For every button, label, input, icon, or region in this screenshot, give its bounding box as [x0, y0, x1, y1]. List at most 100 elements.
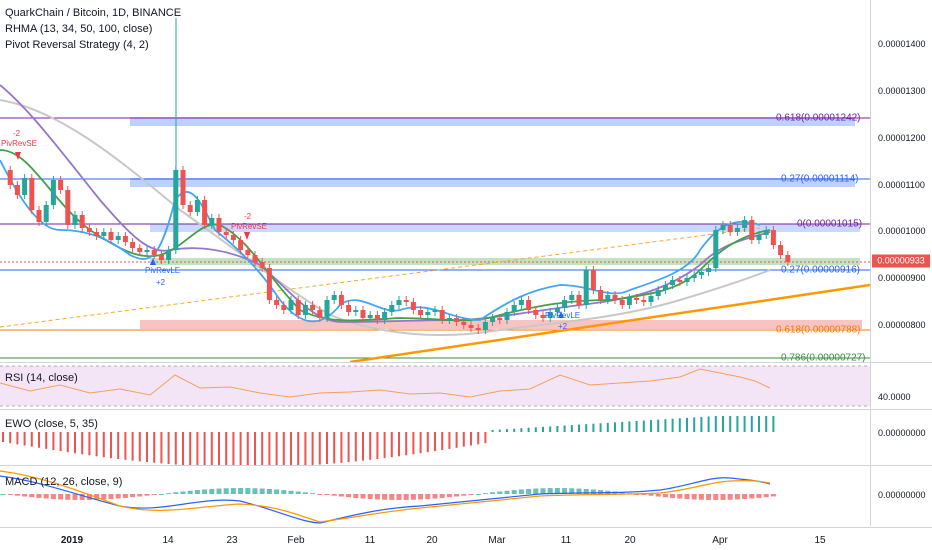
candle-body [511, 305, 517, 312]
candle-body [317, 310, 323, 318]
candle-body [655, 290, 661, 296]
candle-body [382, 312, 388, 320]
price-axis[interactable] [870, 0, 932, 362]
ewo-bar [261, 432, 264, 465]
candle-body [173, 170, 179, 250]
macd-hist-bar [43, 494, 49, 499]
candle-body [43, 205, 49, 222]
ewo-bar [333, 432, 336, 464]
candle-body [180, 170, 186, 205]
ewo-bar [210, 432, 213, 465]
ewo-bar [426, 432, 429, 453]
ewo-bar [412, 432, 415, 455]
pivot-long-arrow-2 [558, 311, 564, 318]
candle-body [410, 302, 416, 310]
macd-title[interactable]: MACD (12, 26, close, 9) [5, 476, 123, 488]
macd-hist-bar [648, 494, 654, 496]
ewo-bar [614, 422, 616, 432]
macd-hist-bar [569, 488, 575, 494]
candle-body [130, 242, 136, 248]
price-chart[interactable] [0, 0, 870, 362]
support-trendline[interactable] [349, 283, 870, 362]
macd-hist-bar [374, 494, 380, 500]
ewo-bar [462, 432, 465, 447]
time-label-2019: 2019 [60, 535, 84, 546]
macd-hist-bar [310, 493, 316, 495]
ewo-bar [534, 427, 537, 432]
ewo-bar [174, 432, 177, 465]
macd-hist-bar [324, 494, 330, 495]
candle-body [684, 278, 690, 282]
ewo-bar [66, 432, 69, 453]
price-tick-1200: 0.00001200 [878, 133, 926, 143]
candle-body [461, 322, 467, 325]
macd-hist-bar [7, 494, 13, 495]
ewo-bar [585, 424, 588, 432]
macd-hist-bar [619, 492, 625, 494]
macd-hist-bar [590, 489, 596, 494]
rsi-chart[interactable] [0, 363, 870, 409]
macd-hist-bar [302, 492, 308, 494]
time-label-15: 15 [814, 535, 826, 546]
candle-body [7, 170, 13, 185]
candle-body [720, 225, 726, 230]
macd-hist-bar [382, 494, 388, 500]
ewo-title[interactable]: EWO (close, 5, 35) [5, 418, 98, 430]
rsi-title[interactable]: RSI (14, close) [5, 372, 78, 384]
ewo-bar [664, 419, 667, 432]
candle-body [166, 250, 172, 260]
pivot-long-arrow-1 [150, 258, 156, 265]
macd-chart[interactable] [0, 466, 870, 526]
macd-hist-bar [367, 494, 373, 500]
panel-separator[interactable] [0, 465, 932, 466]
macd-hist-bar [454, 494, 460, 497]
macd-hist-bar [338, 494, 344, 497]
ewo-bar [578, 424, 580, 432]
candle-body [454, 318, 460, 322]
panel-separator[interactable] [0, 362, 932, 363]
macd-hist-bar [490, 492, 496, 494]
ewo-bar [635, 421, 638, 432]
macd-hist-bar [756, 494, 762, 498]
candle-body [367, 315, 373, 318]
macd-hist-bar [180, 491, 186, 494]
ewo-bar [88, 432, 91, 456]
ewo-bar [650, 420, 652, 432]
time-label-20: 20 [426, 535, 438, 546]
ewo-bar [563, 425, 566, 432]
fib-label-0: 0(0.00001015) [797, 218, 863, 230]
macd-hist-bar [158, 493, 164, 495]
ewo-bar [311, 432, 314, 465]
candle-body [482, 322, 488, 330]
ewo-bar [599, 423, 602, 432]
pivot-label-plus2-a: +2 [156, 278, 166, 287]
fib-zone-0618 [130, 117, 855, 126]
ewo-chart[interactable] [0, 410, 870, 465]
ewo-bar [218, 432, 220, 465]
indicator-pivot-label[interactable]: Pivot Reversal Strategy (4, 2) [5, 39, 149, 51]
price-tick-800: 0.00000800 [878, 320, 926, 330]
candle-body [295, 300, 301, 315]
ewo-bar [189, 432, 192, 465]
indicator-rhma-label[interactable]: RHMA (13, 34, 50, 100, close) [5, 23, 153, 35]
symbol-title[interactable]: QuarkChain / Bitcoin, 1D, BINANCE [5, 7, 182, 19]
ewo-bar [484, 432, 487, 444]
fib-zone-0618-lower [140, 320, 862, 329]
panel-separator[interactable] [0, 409, 932, 410]
rsi-band [0, 366, 870, 406]
macd-hist-bar [691, 494, 697, 500]
ewo-bar [30, 432, 33, 447]
dashed-trendline[interactable] [0, 227, 761, 328]
time-label-11: 11 [364, 535, 376, 546]
candle-body [540, 315, 546, 318]
ewo-bar [686, 417, 688, 432]
candle-body [734, 228, 740, 232]
candle-body [86, 228, 92, 232]
pivot-label-minus2-a: -2 [13, 129, 21, 138]
ewo-bar [290, 432, 292, 465]
ewo-bar [59, 432, 62, 452]
rsi-axis [870, 363, 932, 409]
candle-body [252, 255, 258, 262]
ewo-bar [419, 432, 422, 454]
candle-body [526, 300, 532, 310]
